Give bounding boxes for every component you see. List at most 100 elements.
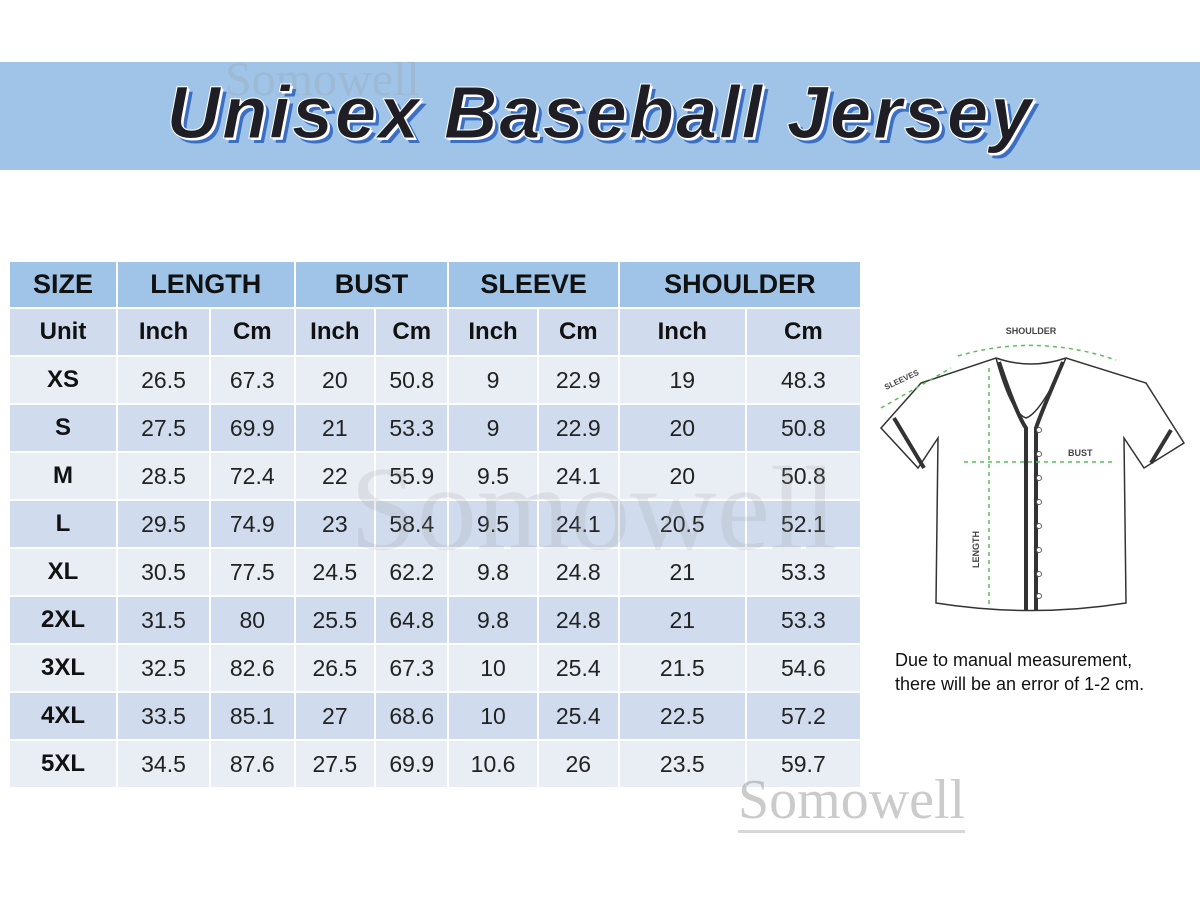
- page-title: Unisex Baseball Jersey: [166, 71, 1034, 155]
- value-cell: 67.3: [210, 357, 294, 403]
- value-cell: 32.5: [118, 645, 209, 691]
- value-cell: 9.5: [449, 453, 537, 499]
- value-cell: 22.9: [538, 357, 618, 403]
- value-cell: 67.3: [376, 645, 448, 691]
- table-row: M 28.5 72.4 22 55.9 9.5 24.1 20 50.8: [10, 453, 860, 499]
- value-cell: 68.6: [376, 693, 448, 739]
- value-cell: Cm: [538, 309, 618, 355]
- value-cell: 10: [449, 645, 537, 691]
- value-cell: 27.5: [118, 405, 209, 451]
- value-cell: 24.8: [538, 549, 618, 595]
- size-cell: 2XL: [10, 597, 116, 643]
- value-cell: 62.2: [376, 549, 448, 595]
- label-sleeves: SLEEVES: [883, 368, 921, 392]
- unit-row: Unit Inch Cm Inch Cm Inch Cm Inch Cm: [10, 309, 860, 355]
- value-cell: 34.5: [118, 741, 209, 787]
- value-cell: 48.3: [746, 357, 860, 403]
- value-cell: Inch: [449, 309, 537, 355]
- value-cell: 55.9: [376, 453, 448, 499]
- table-row: 5XL 34.5 87.6 27.5 69.9 10.6 26 23.5 59.7: [10, 741, 860, 787]
- sleeve-measure-line: [880, 367, 952, 409]
- value-cell: 23.5: [619, 741, 745, 787]
- table-row: XL 30.5 77.5 24.5 62.2 9.8 24.8 21 53.3: [10, 549, 860, 595]
- value-cell: 22.9: [538, 405, 618, 451]
- value-cell: 31.5: [118, 597, 209, 643]
- value-cell: 25.4: [538, 693, 618, 739]
- note-line-1: Due to manual measurement,: [895, 650, 1133, 670]
- value-cell: 69.9: [376, 741, 448, 787]
- value-cell: 9.8: [449, 549, 537, 595]
- value-cell: 50.8: [746, 405, 860, 451]
- value-cell: 87.6: [210, 741, 294, 787]
- value-cell: 24.5: [295, 549, 375, 595]
- value-cell: 24.1: [538, 453, 618, 499]
- value-cell: 26.5: [295, 645, 375, 691]
- value-cell: 25.4: [538, 645, 618, 691]
- value-cell: 28.5: [118, 453, 209, 499]
- value-cell: 21: [619, 597, 745, 643]
- value-cell: 19: [619, 357, 745, 403]
- value-cell: 30.5: [118, 549, 209, 595]
- value-cell: 9: [449, 405, 537, 451]
- value-cell: 10.6: [449, 741, 537, 787]
- value-cell: 27: [295, 693, 375, 739]
- header-bust: BUST: [295, 262, 448, 307]
- size-cell: 5XL: [10, 741, 116, 787]
- value-cell: Inch: [295, 309, 375, 355]
- value-cell: 9.5: [449, 501, 537, 547]
- value-cell: 21: [619, 549, 745, 595]
- table-row: 2XL 31.5 80 25.5 64.8 9.8 24.8 21 53.3: [10, 597, 860, 643]
- value-cell: Cm: [210, 309, 294, 355]
- header-size: SIZE: [10, 262, 116, 307]
- title-banner: [0, 62, 1200, 170]
- value-cell: 20: [295, 357, 375, 403]
- header-length: LENGTH: [118, 262, 294, 307]
- value-cell: 21: [295, 405, 375, 451]
- value-cell: 27.5: [295, 741, 375, 787]
- value-cell: 25.5: [295, 597, 375, 643]
- value-cell: 24.8: [538, 597, 618, 643]
- value-cell: 82.6: [210, 645, 294, 691]
- value-cell: Inch: [118, 309, 209, 355]
- value-cell: 72.4: [210, 453, 294, 499]
- value-cell: 50.8: [746, 453, 860, 499]
- note-line-2: there will be an error of 1-2 cm.: [895, 674, 1145, 694]
- shoulder-measure-line: [957, 344, 1117, 361]
- value-cell: 58.4: [376, 501, 448, 547]
- value-cell: 21.5: [619, 645, 745, 691]
- value-cell: Cm: [746, 309, 860, 355]
- value-cell: 53.3: [376, 405, 448, 451]
- value-cell: 59.7: [746, 741, 860, 787]
- value-cell: 29.5: [118, 501, 209, 547]
- table-row: 4XL 33.5 85.1 27 68.6 10 25.4 22.5 57.2: [10, 693, 860, 739]
- value-cell: 33.5: [118, 693, 209, 739]
- value-cell: 54.6: [746, 645, 860, 691]
- table-row: L 29.5 74.9 23 58.4 9.5 24.1 20.5 52.1: [10, 501, 860, 547]
- value-cell: 20: [619, 405, 745, 451]
- value-cell: 57.2: [746, 693, 860, 739]
- value-cell: 22: [295, 453, 375, 499]
- value-cell: 20.5: [619, 501, 745, 547]
- value-cell: 24.1: [538, 501, 618, 547]
- value-cell: 69.9: [210, 405, 294, 451]
- size-cell: XL: [10, 549, 116, 595]
- value-cell: 77.5: [210, 549, 294, 595]
- jersey-outline: [879, 357, 1186, 612]
- value-cell: 23: [295, 501, 375, 547]
- value-cell: 26.5: [118, 357, 209, 403]
- value-cell: 50.8: [376, 357, 448, 403]
- table-row: XS 26.5 67.3 20 50.8 9 22.9 19 48.3: [10, 357, 860, 403]
- label-length: LENGTH: [971, 531, 981, 568]
- value-cell: 20: [619, 453, 745, 499]
- size-cell: 4XL: [10, 693, 116, 739]
- value-cell: Cm: [376, 309, 448, 355]
- jersey-diagram: SHOULDER SLEEVES BUST LENGTH: [879, 326, 1186, 612]
- header-sleeve: SLEEVE: [449, 262, 618, 307]
- value-cell: 9: [449, 357, 537, 403]
- size-chart-table: SIZE LENGTH BUST SLEEVE SHOULDER Unit Inc…: [8, 260, 862, 789]
- size-cell: S: [10, 405, 116, 451]
- size-cell: XS: [10, 357, 116, 403]
- size-cell: M: [10, 453, 116, 499]
- value-cell: Inch: [619, 309, 745, 355]
- value-cell: 53.3: [746, 597, 860, 643]
